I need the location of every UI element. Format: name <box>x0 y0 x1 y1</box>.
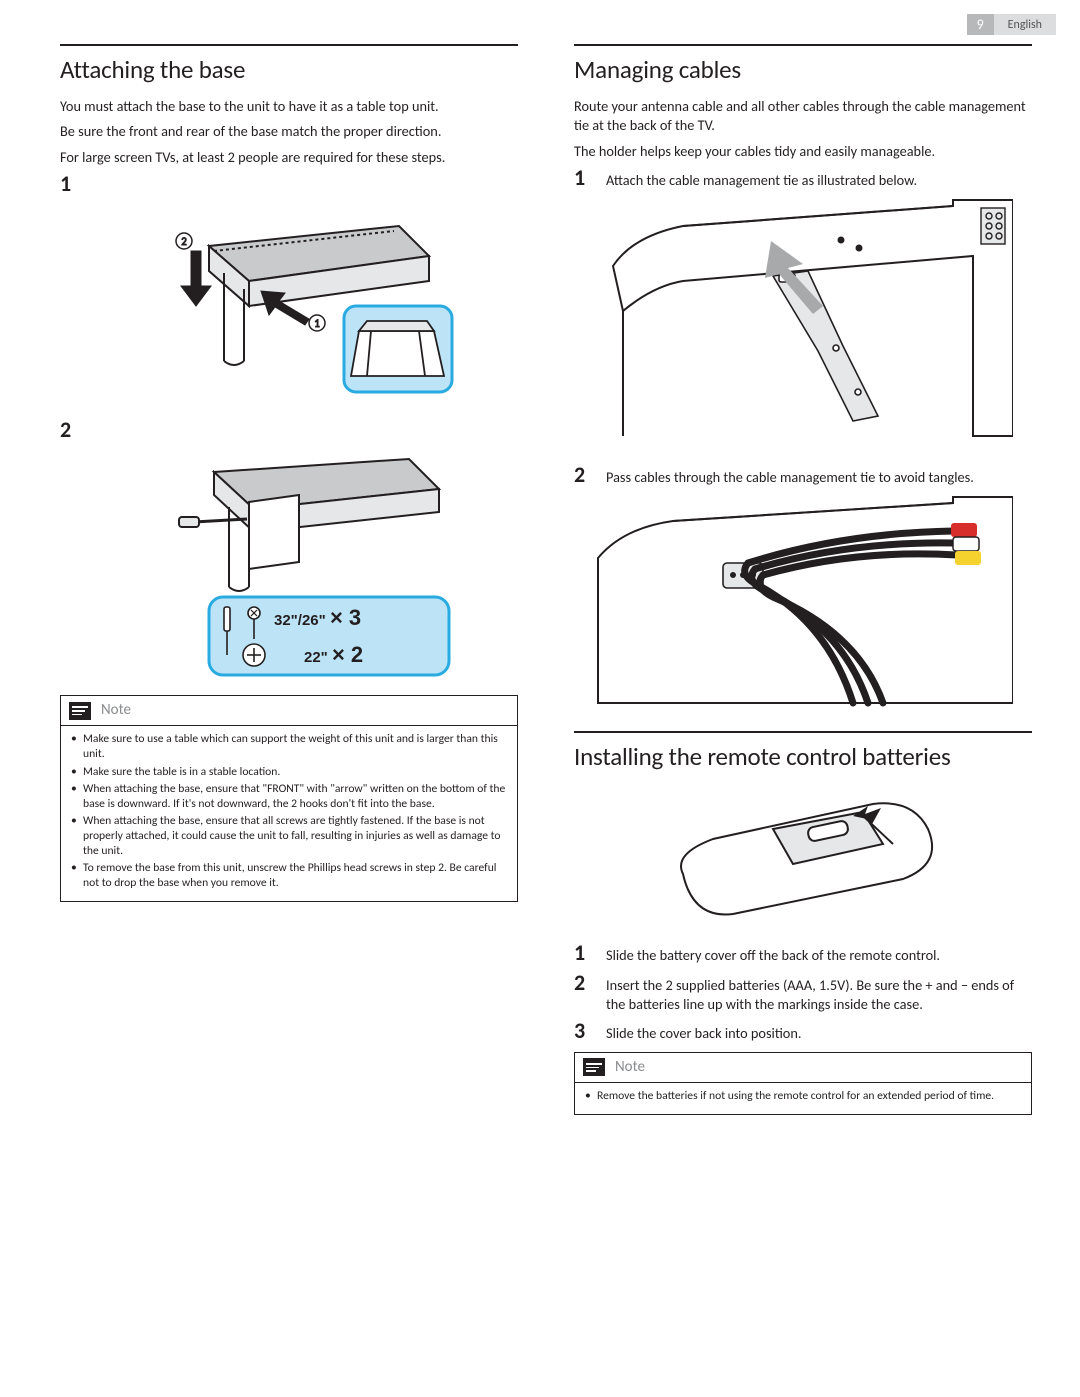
cable-step-2: 2 Pass cables through the cable manageme… <box>574 464 1032 487</box>
remote-step-3: 3 Slide the cover back into position. <box>574 1020 1032 1043</box>
step-2: 2 <box>60 419 518 441</box>
figure-cable-tie <box>574 196 1032 456</box>
section-rule <box>574 44 1032 46</box>
body-text: Be sure the front and rear of the base m… <box>60 122 518 141</box>
step-number: 2 <box>574 464 592 487</box>
note-icon <box>69 702 91 720</box>
base-assembly-1-icon: 2 1 <box>119 201 459 411</box>
note-title: Note <box>615 1058 645 1078</box>
svg-text:2: 2 <box>181 235 187 248</box>
step-number: 2 <box>60 419 78 441</box>
step-1: 1 <box>60 173 518 195</box>
base-assembly-2-icon: 32"/26" × 3 22" × 2 <box>119 447 459 687</box>
note-box: Note Make sure to use a table which can … <box>60 695 518 902</box>
note-item: Make sure to use a table which can suppo… <box>71 732 507 762</box>
cable-tie-attach-icon <box>593 196 1013 456</box>
note-header: Note <box>61 696 517 727</box>
heading-managing-cables: Managing cables <box>574 54 1032 85</box>
step-number: 1 <box>60 173 78 195</box>
note-item: Make sure the table is in a stable locat… <box>71 765 507 780</box>
note-item: To remove the base from this unit, unscr… <box>71 861 507 891</box>
note-title: Note <box>101 701 131 721</box>
step-text: Attach the cable management tie as illus… <box>606 167 917 190</box>
step-number: 3 <box>574 1020 592 1043</box>
note-item: Remove the batteries if not using the re… <box>585 1089 1021 1104</box>
note-body: Make sure to use a table which can suppo… <box>61 726 517 901</box>
note-icon <box>583 1058 605 1076</box>
step-text: Insert the 2 supplied batteries (AAA, 1.… <box>606 972 1032 1015</box>
step-text: Slide the cover back into position. <box>606 1020 801 1043</box>
cable-step-1: 1 Attach the cable management tie as ill… <box>574 167 1032 190</box>
right-column: Managing cables Route your antenna cable… <box>574 44 1032 1115</box>
figure-remote-batteries <box>574 784 1032 934</box>
figure-cable-pass <box>574 493 1032 713</box>
step-number: 2 <box>574 972 592 1015</box>
body-text: Route your antenna cable and all other c… <box>574 97 1032 136</box>
content-columns: Attaching the base You must attach the b… <box>0 0 1080 1115</box>
body-text: For large screen TVs, at least 2 people … <box>60 148 518 167</box>
page-header: 9 English <box>967 14 1056 35</box>
note-item: When attaching the base, ensure that "FR… <box>71 782 507 812</box>
page-number-badge: 9 <box>967 14 994 35</box>
note-box: Note Remove the batteries if not using t… <box>574 1052 1032 1116</box>
step-text: Slide the battery cover off the back of … <box>606 942 940 965</box>
figure-base-step1: 2 1 <box>60 201 518 411</box>
note-body: Remove the batteries if not using the re… <box>575 1083 1031 1114</box>
left-column: Attaching the base You must attach the b… <box>60 44 518 1115</box>
heading-remote-batteries: Installing the remote control batteries <box>574 741 1032 772</box>
body-text: You must attach the base to the unit to … <box>60 97 518 116</box>
remote-step-2: 2 Insert the 2 supplied batteries (AAA, … <box>574 972 1032 1015</box>
section-rule <box>574 731 1032 733</box>
section-rule <box>60 44 518 46</box>
note-item: When attaching the base, ensure that all… <box>71 814 507 859</box>
cable-tie-pass-icon <box>593 493 1013 713</box>
remote-battery-icon <box>653 784 953 934</box>
step-text: Pass cables through the cable management… <box>606 464 974 487</box>
step-number: 1 <box>574 942 592 965</box>
figure-base-step2: 32"/26" × 3 22" × 2 <box>60 447 518 687</box>
note-header: Note <box>575 1053 1031 1084</box>
step-number: 1 <box>574 167 592 190</box>
body-text: The holder helps keep your cables tidy a… <box>574 142 1032 161</box>
language-badge: English <box>994 14 1056 35</box>
remote-step-1: 1 Slide the battery cover off the back o… <box>574 942 1032 965</box>
heading-attaching-base: Attaching the base <box>60 54 518 85</box>
svg-text:1: 1 <box>314 317 320 330</box>
